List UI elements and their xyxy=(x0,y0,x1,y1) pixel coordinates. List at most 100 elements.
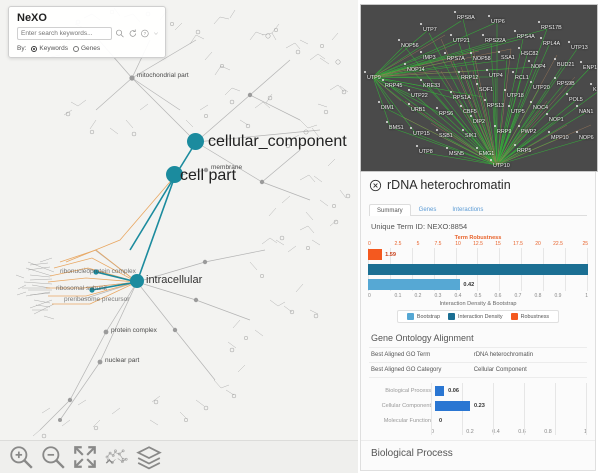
search-icon[interactable] xyxy=(115,27,125,40)
gene-node-dot[interactable] xyxy=(530,81,533,84)
search-row[interactable]: ? xyxy=(17,27,159,40)
gene-node-dot[interactable] xyxy=(514,144,517,147)
gene-node-dot[interactable] xyxy=(580,61,583,64)
gene-node-dot[interactable] xyxy=(420,79,423,82)
gene-node-dot[interactable] xyxy=(364,71,367,74)
tree-canvas[interactable] xyxy=(0,0,358,440)
bar-row-robustness[interactable]: 1.59 xyxy=(368,248,588,261)
gene-node-dot[interactable] xyxy=(490,159,493,162)
gene-node-dot[interactable] xyxy=(470,115,473,118)
gene-node-dot[interactable] xyxy=(446,147,449,150)
gene-node-dot[interactable] xyxy=(528,60,531,63)
help-icon[interactable]: ? xyxy=(140,27,150,40)
gene-node-dot[interactable] xyxy=(450,34,453,37)
go-bar-row-cellular-component[interactable]: Cellular Component 0.23 xyxy=(369,398,587,413)
gene-node-dot[interactable] xyxy=(408,103,411,106)
gene-node-dot[interactable] xyxy=(540,37,543,40)
term-detail-panel[interactable]: rDNA heterochromatin Summary Genes Inter… xyxy=(360,172,596,471)
gene-node-dot[interactable] xyxy=(386,121,389,124)
bar-row-interaction-density[interactable] xyxy=(368,263,588,276)
search-panel[interactable]: NeXO ? By: Keywords Genes xyxy=(8,6,166,58)
robustness-top-tick: 12.5 xyxy=(473,241,483,247)
bar-row-bootstrap[interactable]: 0.42 xyxy=(368,278,588,291)
gene-node-dot[interactable] xyxy=(404,63,407,66)
gene-node-dot[interactable] xyxy=(486,69,489,72)
gene-node-dot[interactable] xyxy=(504,89,507,92)
gene-node-dot[interactable] xyxy=(538,21,541,24)
gene-node-dot[interactable] xyxy=(436,107,439,110)
layers-icon[interactable] xyxy=(136,444,162,470)
collapse-network-icon[interactable] xyxy=(104,444,130,470)
gene-node-dot[interactable] xyxy=(508,105,511,108)
tab-summary[interactable]: Summary xyxy=(369,204,411,216)
gene-node-dot[interactable] xyxy=(458,71,461,74)
gene-node-dot[interactable] xyxy=(518,125,521,128)
gene-node-dot[interactable] xyxy=(450,91,453,94)
search-by-row[interactable]: By: Keywords Genes xyxy=(17,45,159,52)
gene-node-dot[interactable] xyxy=(454,11,457,14)
gene-node-dot[interactable] xyxy=(518,47,521,50)
tree-node-intracellular-dot[interactable] xyxy=(130,274,144,288)
refresh-icon[interactable] xyxy=(128,27,138,40)
gene-node-dot[interactable] xyxy=(476,147,479,150)
radio-genes[interactable] xyxy=(72,45,79,52)
tab-genes[interactable]: Genes xyxy=(418,207,437,213)
gene-node-dot[interactable] xyxy=(484,99,487,102)
ontology-tree-view[interactable]: cellular_component cell part intracellul… xyxy=(0,0,358,473)
fit-to-screen-icon[interactable] xyxy=(72,444,98,470)
tab-interactions[interactable]: Interactions xyxy=(452,207,484,213)
gene-node-dot[interactable] xyxy=(408,89,411,92)
legend-item-bootstrap[interactable]: Bootstrap xyxy=(406,313,440,320)
go-bar-row-molecular-function[interactable]: Molecular Function 0 xyxy=(369,413,587,428)
gene-node-dot[interactable] xyxy=(548,131,551,134)
gene-node-dot[interactable] xyxy=(554,58,557,61)
gene-node-dot[interactable] xyxy=(512,71,515,74)
gene-node-dot[interactable] xyxy=(494,125,497,128)
radio-keywords[interactable] xyxy=(31,45,38,52)
gene-node-dot[interactable] xyxy=(590,83,593,86)
tree-node-cell-part-dot[interactable] xyxy=(166,166,183,183)
tree-node-cellular-component-dot[interactable] xyxy=(187,133,204,150)
gene-node-dot[interactable] xyxy=(576,131,579,134)
go-bar-row-biological-process[interactable]: Biological Process 0.06 xyxy=(369,383,587,398)
gene-node-dot[interactable] xyxy=(482,34,485,37)
legend-item-robustness[interactable]: Robustness xyxy=(510,313,549,320)
go-category-value: Cellular Component xyxy=(473,367,527,373)
robustness-chart-title: Term Robustness xyxy=(454,235,502,241)
robustness-legend[interactable]: Bootstrap Interaction Density Robustness xyxy=(396,310,560,323)
search-input[interactable] xyxy=(17,27,112,40)
gene-node-dot[interactable] xyxy=(436,129,439,132)
close-circle-icon[interactable] xyxy=(369,179,382,192)
gene-node-dot[interactable] xyxy=(382,79,385,82)
legend-item-interaction-density[interactable]: Interaction Density xyxy=(447,313,503,320)
gene-node-dot[interactable] xyxy=(514,30,517,33)
chevron-down-icon[interactable] xyxy=(153,27,159,40)
gene-node-dot[interactable] xyxy=(420,51,423,54)
tree-toolbar[interactable] xyxy=(0,440,358,473)
gene-node-dot[interactable] xyxy=(462,129,465,132)
gene-node-dot[interactable] xyxy=(568,41,571,44)
gene-node-dot[interactable] xyxy=(530,101,533,104)
gene-network-canvas[interactable] xyxy=(361,5,597,171)
gene-node-dot[interactable] xyxy=(470,52,473,55)
gene-node-dot[interactable] xyxy=(416,145,419,148)
gene-node-dot[interactable] xyxy=(420,23,423,26)
gene-node-dot[interactable] xyxy=(410,127,413,130)
gene-node-dot[interactable] xyxy=(444,52,447,55)
zoom-out-icon[interactable] xyxy=(40,444,66,470)
zoom-in-icon[interactable] xyxy=(8,444,34,470)
gene-node-dot[interactable] xyxy=(554,77,557,80)
gene-node-dot[interactable] xyxy=(498,51,501,54)
gene-node-dot[interactable] xyxy=(576,105,579,108)
robustness-bottom-tick: 0.3 xyxy=(434,293,442,299)
gene-interaction-network[interactable]: UTP9 NOP56 UTP7 RPS8A UTP6 RPS17B UTP21 RPS22A R… xyxy=(360,4,598,172)
gene-node-dot[interactable] xyxy=(566,93,569,96)
gene-node-dot[interactable] xyxy=(546,113,549,116)
go-bar-biological-process xyxy=(435,385,445,396)
gene-node-dot[interactable] xyxy=(378,101,381,104)
gene-node-dot[interactable] xyxy=(488,15,491,18)
detail-tab-bar[interactable]: Summary Genes Interactions xyxy=(369,199,587,216)
gene-node-dot[interactable] xyxy=(460,105,463,108)
gene-node-dot[interactable] xyxy=(476,83,479,86)
gene-node-dot[interactable] xyxy=(398,39,401,42)
